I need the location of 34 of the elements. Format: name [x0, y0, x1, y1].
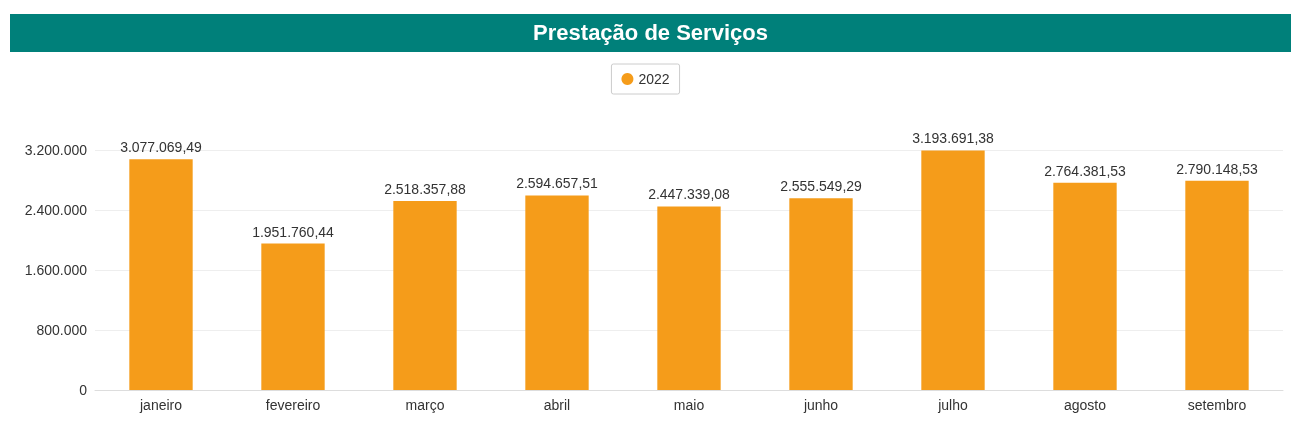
bar — [525, 195, 589, 390]
bar — [129, 159, 193, 390]
data-label: 2.555.549,29 — [780, 178, 863, 195]
bar — [393, 201, 457, 390]
y-tick-label: 800.000 — [36, 322, 88, 338]
bar — [261, 243, 325, 390]
bar — [1053, 182, 1117, 390]
legend-label: 2022 — [638, 71, 670, 87]
y-tick-label: 3.200.000 — [24, 142, 88, 158]
x-tick-label: março — [405, 397, 445, 413]
x-tick-label: julho — [937, 397, 968, 413]
bar — [657, 206, 721, 390]
data-label: 2.518.357,88 — [384, 181, 467, 198]
data-label: 3.077.069,49 — [120, 139, 203, 156]
x-tick-label: maio — [673, 397, 705, 413]
x-tick-label: fevereiro — [265, 397, 321, 413]
data-label: 3.193.691,38 — [912, 130, 995, 147]
data-label: 2.764.381,53 — [1044, 162, 1127, 179]
y-tick-label: 2.400.000 — [24, 202, 88, 218]
data-label: 1.951.760,44 — [252, 223, 335, 240]
bar — [1185, 180, 1249, 390]
x-tick-label: agosto — [1063, 397, 1107, 413]
data-label: 2.447.339,08 — [648, 186, 731, 203]
x-tick-label: janeiro — [138, 397, 183, 413]
y-tick-label: 1.600.000 — [24, 262, 88, 278]
x-tick-label: abril — [543, 397, 571, 413]
x-tick-label: junho — [802, 397, 839, 413]
x-tick-label: setembro — [1187, 397, 1247, 413]
data-label: 2.594.657,51 — [516, 175, 599, 192]
y-tick-label: 0 — [79, 382, 88, 398]
bar — [789, 198, 853, 390]
chart-title: Prestação de Serviços — [10, 14, 1291, 52]
bar — [921, 150, 985, 390]
data-label: 2.790.148,53 — [1176, 160, 1259, 177]
